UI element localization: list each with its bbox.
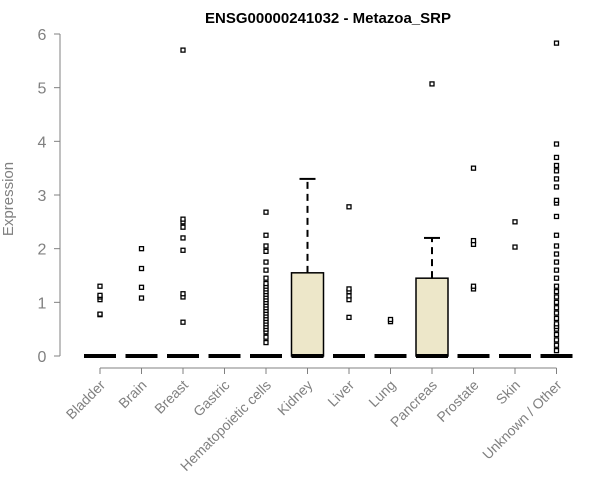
outlier-point bbox=[553, 294, 560, 300]
outlier-point bbox=[346, 286, 352, 292]
outlier-point bbox=[553, 197, 560, 204]
outlier-point bbox=[553, 243, 560, 249]
outlier-point bbox=[138, 246, 145, 252]
outlier-point bbox=[263, 339, 269, 346]
y-tick-label: 0 bbox=[38, 349, 47, 366]
box-group bbox=[290, 177, 325, 358]
y-axis: 0 1 2 3 4 5 6 bbox=[38, 27, 61, 366]
outlier-point bbox=[553, 342, 560, 348]
x-tick-label: Kidney bbox=[274, 377, 316, 419]
outlier-point bbox=[470, 237, 477, 244]
outlier-point bbox=[553, 213, 560, 220]
outlier-point bbox=[346, 314, 352, 321]
box-rect bbox=[290, 272, 325, 357]
outlier-point bbox=[97, 311, 103, 317]
outlier-point bbox=[263, 259, 269, 265]
outlier-point bbox=[553, 283, 560, 289]
outlier-point bbox=[470, 283, 477, 289]
box-rect bbox=[415, 277, 449, 357]
x-tick-label: Skin bbox=[493, 377, 524, 408]
outlier-point bbox=[512, 244, 518, 250]
box-group bbox=[499, 219, 531, 358]
outlier-point bbox=[180, 235, 186, 241]
outlier-point bbox=[138, 265, 145, 272]
outlier-point bbox=[263, 334, 269, 340]
outlier-point bbox=[263, 232, 269, 238]
outlier-point bbox=[553, 305, 560, 311]
outlier-point bbox=[180, 216, 186, 222]
boxes-layer bbox=[84, 40, 573, 358]
outlier-point bbox=[553, 154, 560, 161]
box-group bbox=[415, 81, 449, 358]
outlier-point bbox=[180, 247, 186, 253]
outlier-point bbox=[553, 267, 560, 273]
y-tick-label: 6 bbox=[38, 27, 47, 44]
x-tick-label: Lung bbox=[365, 377, 398, 410]
outlier-point bbox=[553, 162, 560, 169]
x-tick-label: Prostate bbox=[433, 377, 481, 425]
outlier-point bbox=[97, 283, 103, 289]
x-tick-label: Bladder bbox=[63, 377, 109, 423]
outlier-point bbox=[263, 209, 269, 215]
y-tick-label: 2 bbox=[38, 242, 47, 259]
box-group bbox=[374, 316, 407, 358]
x-tick-label: Brain bbox=[115, 377, 149, 411]
outlier-point bbox=[553, 184, 560, 190]
chart-title: ENSG00000241032 - Metazoa_SRP bbox=[205, 10, 451, 27]
outlier-point bbox=[553, 288, 560, 295]
outlier-point bbox=[180, 319, 186, 325]
x-tick-label: Unknown / Other bbox=[479, 377, 565, 463]
outlier-point bbox=[553, 347, 560, 354]
box-group bbox=[333, 204, 365, 358]
box-group bbox=[250, 209, 282, 358]
x-tick-label: Breast bbox=[151, 377, 191, 417]
outlier-point bbox=[470, 165, 477, 171]
y-tick-label: 5 bbox=[38, 81, 47, 98]
outlier-point bbox=[553, 232, 560, 238]
box-group bbox=[457, 165, 490, 358]
x-tick-label: Liver bbox=[324, 377, 357, 410]
outlier-point bbox=[512, 219, 518, 225]
outlier-point bbox=[553, 331, 560, 338]
outlier-point bbox=[346, 293, 352, 299]
outlier-point bbox=[263, 280, 269, 287]
y-tick-label: 3 bbox=[38, 188, 47, 205]
outlier-point bbox=[553, 141, 560, 147]
outlier-point bbox=[138, 295, 145, 301]
outlier-point bbox=[429, 81, 435, 87]
outlier-point bbox=[263, 275, 269, 281]
outlier-point bbox=[553, 251, 560, 257]
outlier-point bbox=[97, 292, 103, 299]
outlier-point bbox=[180, 291, 186, 297]
outlier-point bbox=[263, 248, 269, 255]
outlier-point bbox=[553, 315, 560, 322]
outlier-point bbox=[138, 284, 145, 290]
outlier-point bbox=[387, 316, 394, 323]
outlier-point bbox=[263, 243, 269, 249]
y-tick-label: 4 bbox=[38, 134, 47, 151]
outlier-point bbox=[553, 275, 560, 281]
y-axis-label: Expression bbox=[0, 162, 17, 236]
outlier-point bbox=[553, 299, 560, 305]
outlier-point bbox=[553, 337, 560, 343]
outlier-point bbox=[553, 259, 560, 265]
outlier-point bbox=[553, 310, 560, 316]
y-tick-label: 1 bbox=[38, 295, 47, 312]
outlier-point bbox=[553, 176, 560, 182]
outlier-point bbox=[553, 321, 560, 327]
box-group bbox=[125, 246, 158, 358]
outlier-point bbox=[263, 267, 269, 273]
outlier-point bbox=[553, 40, 560, 46]
outlier-point bbox=[346, 204, 352, 210]
outlier-point bbox=[553, 168, 560, 174]
box-group bbox=[540, 40, 573, 358]
outlier-point bbox=[180, 224, 186, 230]
box-group bbox=[167, 47, 199, 358]
box-group bbox=[84, 283, 116, 358]
outlier-point bbox=[180, 47, 186, 53]
